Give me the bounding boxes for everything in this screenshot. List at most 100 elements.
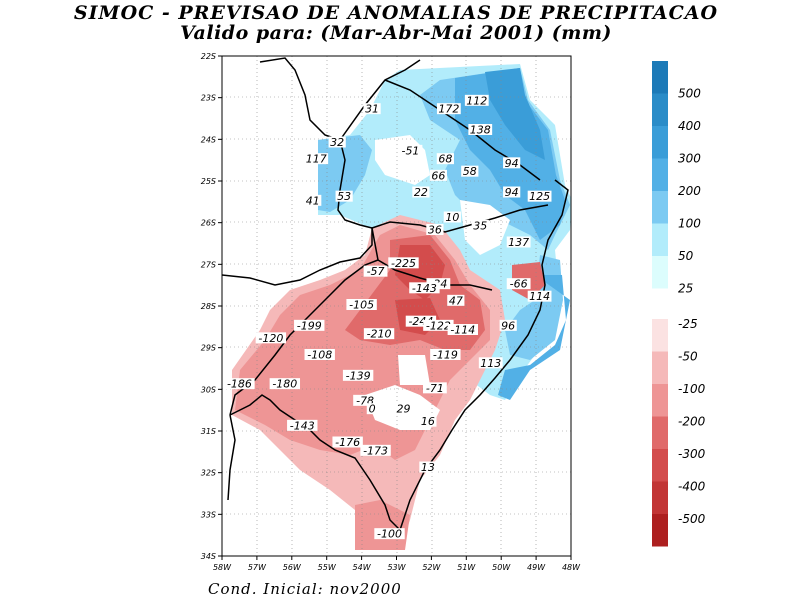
value-label-bg: [503, 186, 521, 198]
value-label: 172: [438, 103, 459, 116]
value-label-bg: [304, 349, 335, 360]
value-label: -114: [450, 324, 475, 337]
value-label-bg: [294, 319, 325, 331]
value-label-bg: [447, 324, 479, 335]
value-label-bg: [430, 349, 461, 360]
value-label: 22: [414, 186, 428, 199]
value-label: 35: [473, 219, 487, 232]
value-label: 138: [470, 124, 491, 137]
lat-label: 34S: [201, 552, 216, 561]
value-label: -66: [510, 278, 528, 291]
value-label: 137: [508, 236, 529, 249]
value-label: -210: [367, 328, 392, 341]
colorbar-label: -200: [678, 415, 706, 429]
value-label: -143: [290, 419, 315, 432]
colorbar-swatch-positive: [652, 191, 668, 224]
lon-label: 51W: [457, 563, 476, 572]
value-label: 36: [428, 224, 442, 237]
value-label: 94: [505, 186, 519, 199]
value-label-bg: [447, 294, 465, 306]
colorbar-swatch-negative: [652, 416, 668, 449]
colorbar-label: 50: [678, 249, 694, 263]
value-label: -71: [426, 382, 444, 395]
value-label-bg: [422, 382, 447, 394]
anomaly-region-blue-west: [318, 135, 372, 212]
anomaly-region-blue-southeast: [498, 275, 570, 400]
longitude-labels: 58W 57W 56W 55W 54W 53W 52W 51W 50W 49W 48W: [213, 556, 581, 572]
graticule: [222, 56, 571, 556]
value-label: -57: [367, 265, 385, 278]
value-label-bg: [468, 124, 493, 135]
value-label-bg: [388, 257, 419, 269]
colorbar-swatch-negative: [652, 319, 668, 352]
boundary-state-pr-sc: [371, 204, 549, 233]
lon-label: 54W: [353, 563, 372, 572]
map-title: SIMOC - PREVISAO DE ANOMALIAS DE PRECIPI…: [73, 2, 719, 24]
colorbar-label: -400: [678, 480, 706, 494]
value-label-bg: [499, 319, 517, 331]
value-label: 47: [449, 294, 463, 307]
value-label: 10: [445, 211, 459, 224]
value-label-bg: [506, 236, 531, 248]
value-label-bg: [360, 444, 391, 456]
value-label-bg: [409, 282, 440, 294]
value-label: 94: [505, 157, 519, 170]
value-label-bg: [506, 278, 531, 290]
colorbar-swatch-negative: [652, 481, 668, 514]
value-label: 125: [529, 190, 550, 203]
value-label-bg: [304, 194, 322, 206]
value-label-bg: [394, 403, 413, 415]
colorbar-swatch-positive: [652, 158, 668, 191]
colorbar-label: 300: [678, 152, 701, 166]
lat-label: 33S: [201, 510, 216, 519]
value-label: -119: [433, 349, 458, 362]
value-label: -225: [391, 257, 416, 270]
value-label-bg: [363, 103, 381, 115]
value-label: -180: [272, 378, 297, 391]
value-label-bg: [478, 357, 503, 369]
coastline: [399, 179, 569, 531]
colorbar-swatch-negative: [652, 384, 668, 417]
value-label-bg: [423, 319, 454, 331]
value-label: -105: [349, 299, 374, 312]
value-label: 68: [438, 153, 452, 166]
colorbar-label: -25: [678, 317, 698, 331]
value-label-bg: [363, 328, 395, 340]
colorbar-swatch-negative: [652, 449, 668, 482]
value-label: -143: [412, 282, 437, 295]
value-label: 0: [369, 403, 376, 416]
lat-label: 27S: [201, 260, 216, 269]
colorbar: 500 400 300 200 100 50 25 -25 -50 -100 -200 -300 -40…: [652, 61, 706, 547]
value-label-bg: [419, 415, 437, 427]
value-label-bg: [412, 186, 430, 198]
value-label-bg: [405, 315, 437, 327]
value-label-bg: [471, 219, 489, 231]
value-label-bg: [436, 103, 461, 115]
value-label: -120: [258, 332, 283, 345]
latitude-labels: 22S 23S 24S 25S 26S 27S 28S 29S 30S 31S 32S 33S 34S: [201, 52, 222, 561]
lon-label: 48W: [562, 563, 581, 572]
lat-label: 26S: [201, 219, 216, 228]
colorbar-label: 400: [678, 119, 701, 133]
value-label-bg: [332, 436, 363, 448]
lon-label: 53W: [387, 563, 406, 572]
value-label-bg: [287, 419, 318, 431]
value-label-bg: [335, 190, 353, 202]
colorbar-swatch-positive: [652, 61, 668, 94]
value-label: -108: [307, 349, 332, 362]
colorbar-label: -500: [678, 512, 706, 526]
anomaly-gap-center-south: [398, 355, 430, 385]
colorbar-label: -50: [678, 350, 698, 364]
map-subtitle: Valido para: (Mar-Abr-Mai 2001) (mm): [180, 22, 612, 44]
value-label: 16: [421, 415, 435, 428]
value-label-bg: [346, 299, 377, 310]
value-label: -199: [297, 319, 322, 332]
anomaly-region-blue-peak: [485, 68, 545, 160]
value-label-bg: [366, 403, 378, 415]
lat-label: 23S: [201, 94, 216, 103]
lon-label: 49W: [527, 563, 546, 572]
value-label-bg: [269, 378, 301, 390]
value-label: 96: [501, 319, 515, 332]
value-label-bg: [426, 224, 444, 235]
value-label: 53: [337, 190, 351, 203]
